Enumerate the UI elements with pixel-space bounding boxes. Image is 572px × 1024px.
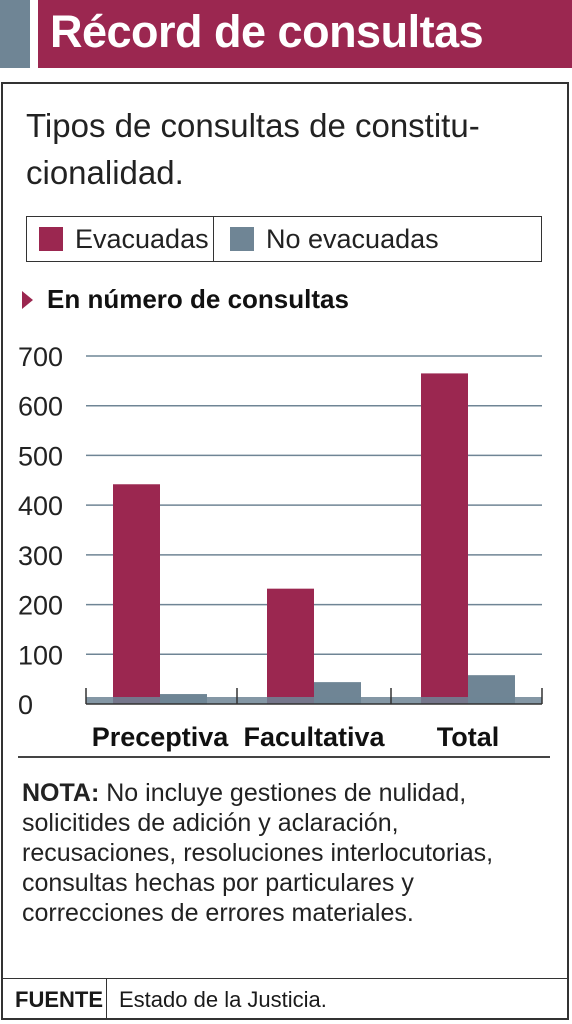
y-tick-label-600: 600 xyxy=(18,392,63,422)
section-label: En número de consultas xyxy=(47,284,349,314)
chart-frame xyxy=(1,82,569,1020)
chart-subtitle: Tipos de consultas de constitu- cionalid… xyxy=(26,102,556,196)
legend-swatch-evacuadas xyxy=(39,227,63,251)
x-tick-label-total: Total xyxy=(437,722,500,752)
x-tick-label-preceptiva: Preceptiva xyxy=(92,722,230,752)
baseline-strip xyxy=(86,697,542,704)
note: NOTA: No incluye gestiones de nulidad, s… xyxy=(22,778,552,928)
y-tick-label-200: 200 xyxy=(18,591,63,621)
divider-top xyxy=(18,756,550,758)
note-text: No incluye gestiones de nulidad, solicit… xyxy=(22,779,494,927)
legend-label-no-evacuadas: No evacuadas xyxy=(266,223,439,254)
footer: FUENTE Estado de la Justicia. xyxy=(1,978,569,1020)
page-title: Récord de consultas xyxy=(50,6,484,57)
section-heading: En número de consultas xyxy=(22,284,349,315)
subtitle-line-1: Tipos de consultas de constitu- xyxy=(26,107,480,144)
source-label: FUENTE xyxy=(1,979,107,1020)
bar-evacuadas-preceptiva xyxy=(113,484,160,704)
legend-swatch-no-evacuadas xyxy=(230,227,254,251)
legend-item-evacuadas: Evacuadas xyxy=(27,217,214,261)
x-tick-label-facultativa: Facultativa xyxy=(243,722,385,752)
header: Récord de consultas xyxy=(0,0,572,72)
bar-chart: 0 100 200 300 400 500 600 700 Preceptiva Facultat… xyxy=(18,342,543,752)
triangle-icon xyxy=(22,290,33,309)
header-accent-bar xyxy=(0,0,30,68)
header-band xyxy=(38,0,572,68)
legend-label-evacuadas: Evacuadas xyxy=(75,223,209,254)
subtitle-line-2: cionalidad. xyxy=(26,154,184,191)
bar-evacuadas-facultativa xyxy=(267,588,314,704)
y-tick-label-400: 400 xyxy=(18,491,63,521)
source-value: Estado de la Justicia. xyxy=(119,986,327,1012)
y-tick-label-0: 0 xyxy=(18,690,33,720)
legend-item-no-evacuadas: No evacuadas xyxy=(214,217,439,261)
note-label: NOTA: xyxy=(22,779,100,807)
y-tick-label-300: 300 xyxy=(18,541,63,571)
y-tick-label-700: 700 xyxy=(18,342,63,372)
y-tick-label-500: 500 xyxy=(18,441,63,471)
y-tick-label-100: 100 xyxy=(18,640,63,670)
bar-evacuadas-total xyxy=(421,373,468,704)
chart-legend: Evacuadas No evacuadas xyxy=(26,216,542,262)
